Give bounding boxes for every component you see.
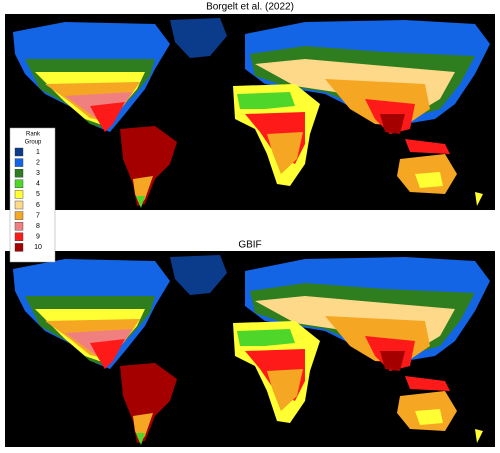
legend-label: 4 [36,181,40,188]
panel-title: Borgelt et al. (2022) [206,2,294,13]
legend-swatch [14,211,24,220]
legend-swatch [14,168,24,178]
legend-label: 1 [36,149,40,156]
legend-label: 3 [36,170,40,177]
map [5,14,495,210]
legend-swatch [14,232,24,242]
legend-label: 2 [36,159,40,166]
legend: Rank Group 1 2 3 4 5 6 7 8 9 10 [9,127,56,263]
legend-label: 6 [36,202,40,209]
legend-swatch [14,200,24,210]
legend-title: Rank [26,132,41,138]
map [5,251,495,447]
gap [55,210,500,246]
legend-title: Group [25,140,42,146]
legend-swatch [14,221,24,231]
legend-label: 5 [36,191,40,198]
legend-label: 9 [36,234,40,241]
legend-swatch [14,147,24,157]
legend-swatch [14,190,24,199]
legend-label: 8 [36,223,40,230]
legend-swatch [14,243,24,252]
legend-label: 7 [36,212,40,219]
legend-label: 10 [34,244,42,251]
legend-swatch [14,179,24,189]
panel-title: GBIF [238,240,261,251]
legend-swatch [14,158,24,167]
